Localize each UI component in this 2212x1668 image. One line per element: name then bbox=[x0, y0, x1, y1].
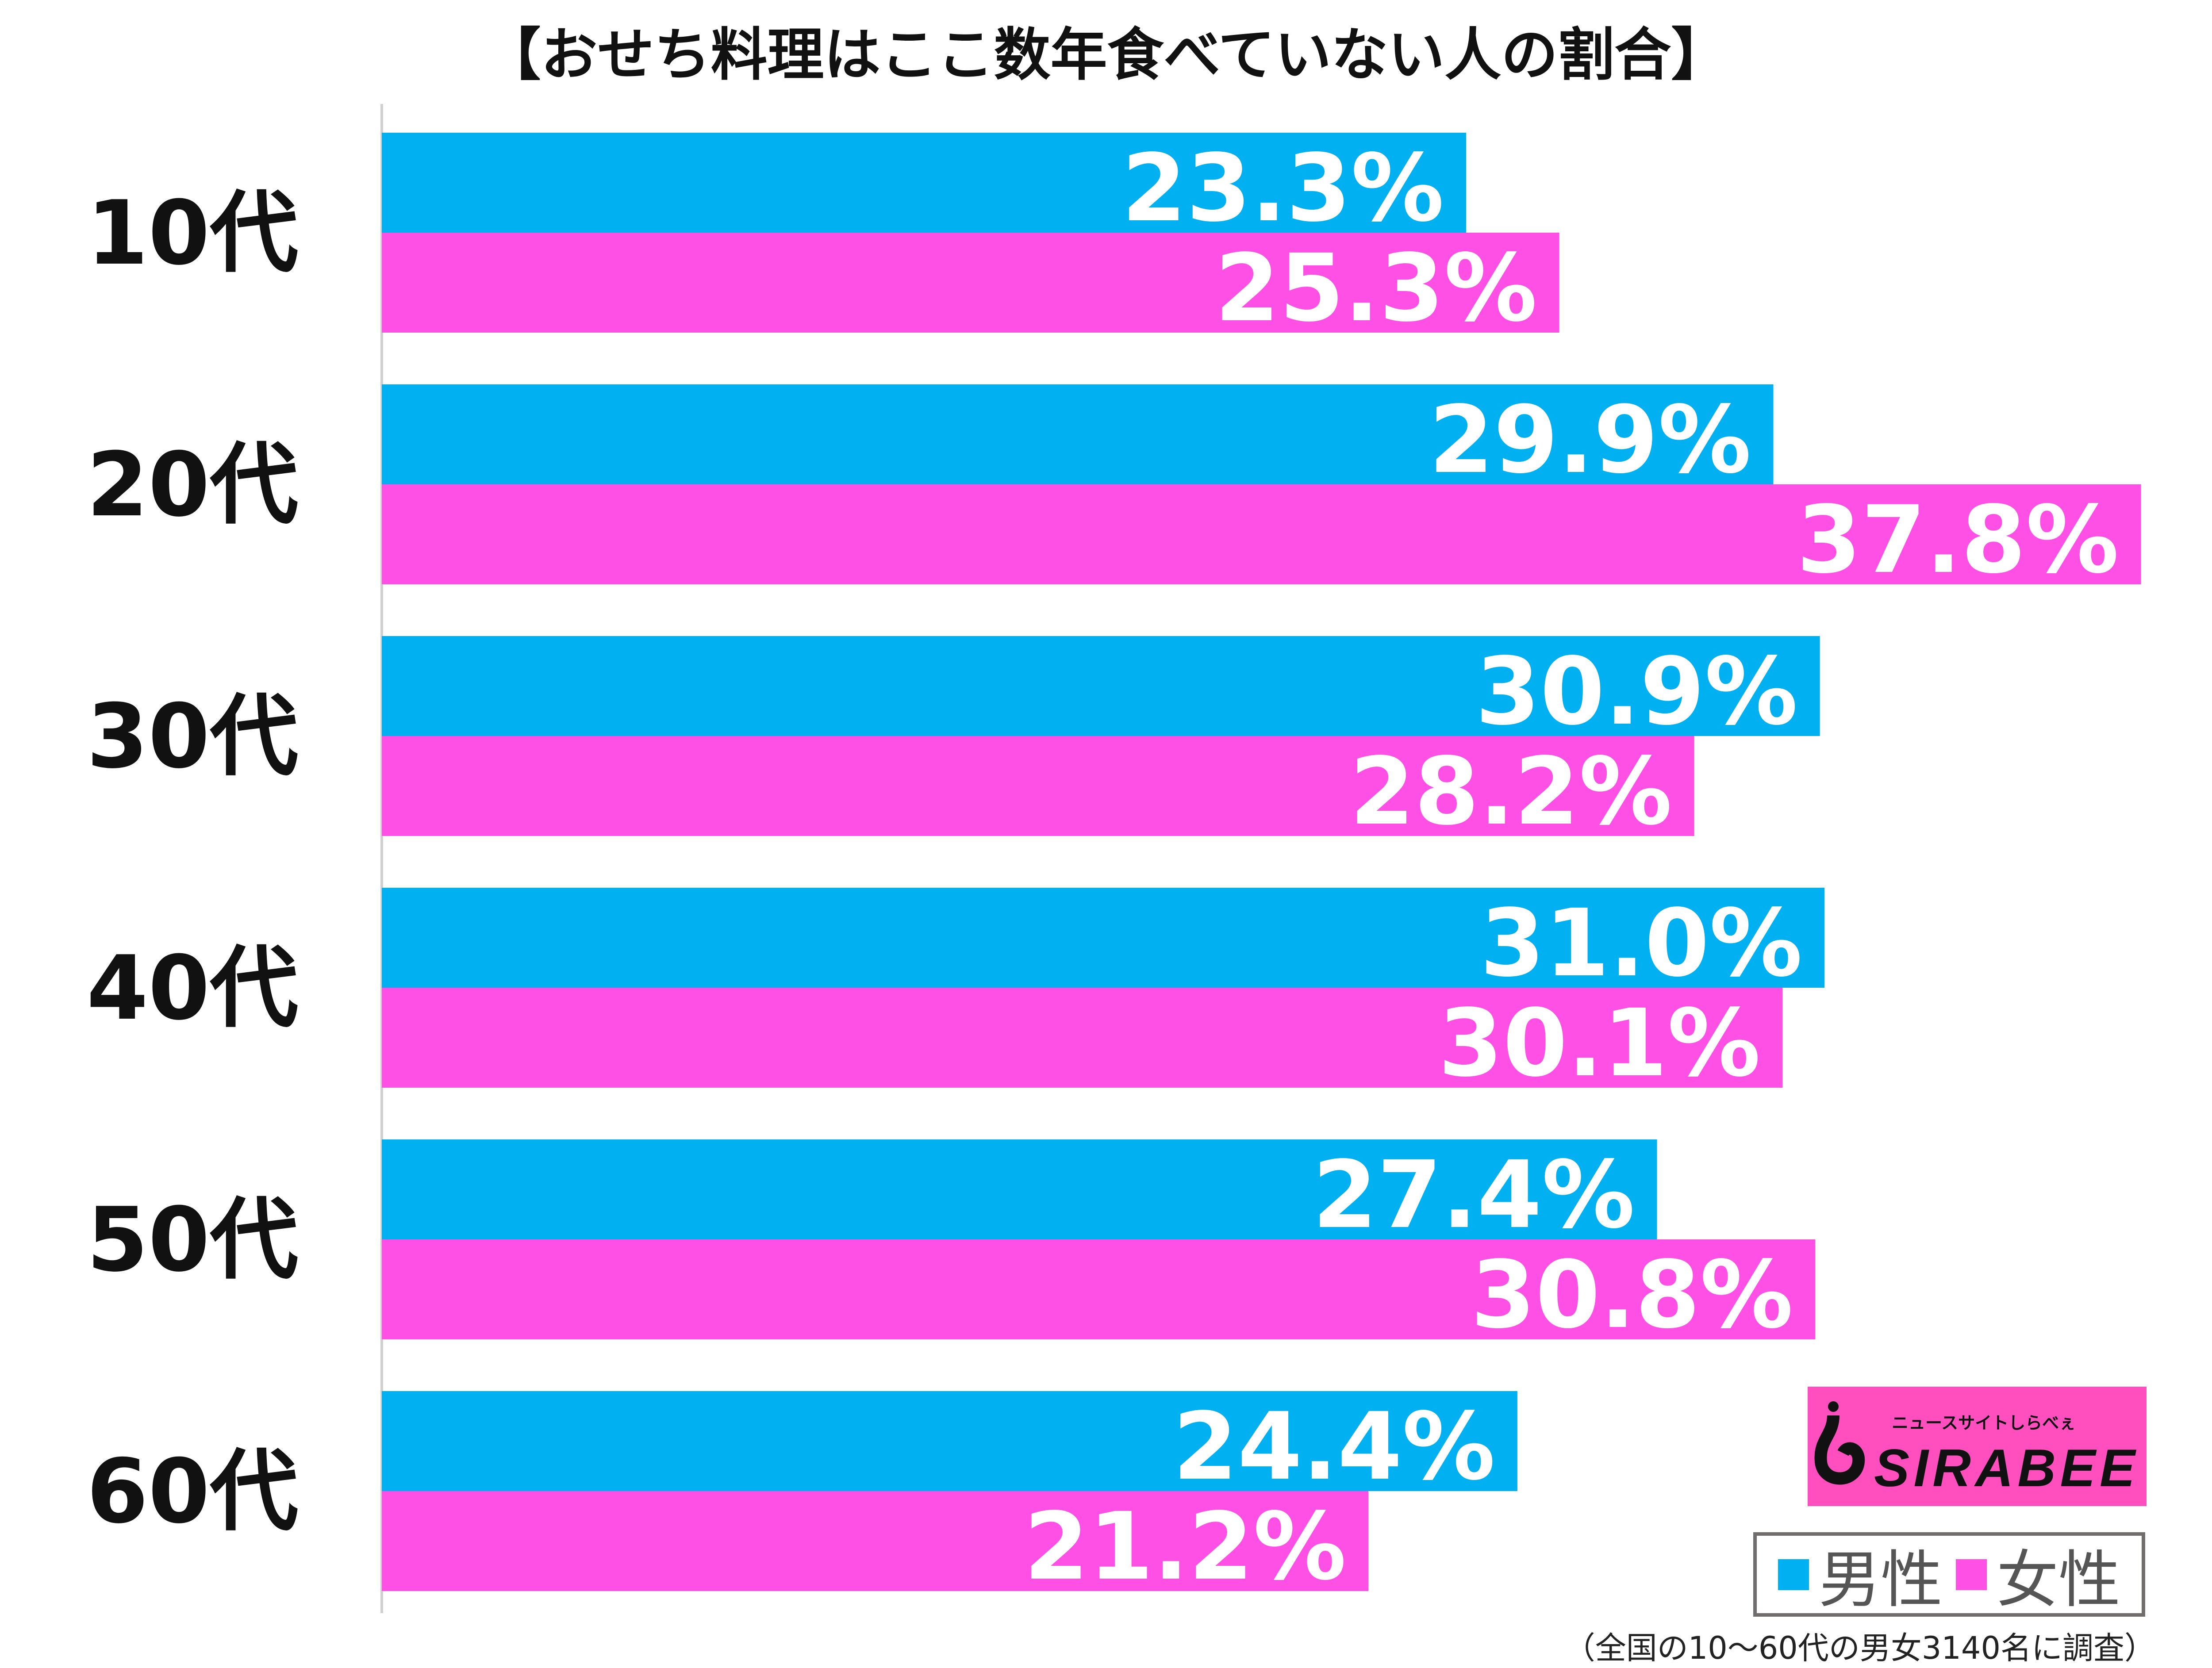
bar-female bbox=[382, 736, 1694, 836]
sirabee-logo: SIRABEE ニュースサイトしらべぇ bbox=[1808, 1387, 2147, 1506]
bar-male bbox=[382, 1391, 1517, 1491]
data-label: 30.1% bbox=[1438, 989, 1761, 1097]
bar-male bbox=[382, 888, 1825, 988]
legend: 男性 女性 bbox=[1753, 1532, 2145, 1617]
bar-female bbox=[382, 988, 1783, 1088]
data-label: 21.2% bbox=[1024, 1492, 1347, 1601]
bar-male bbox=[382, 636, 1820, 736]
svg-text:ニュースサイトしらべぇ: ニュースサイトしらべぇ bbox=[1892, 1413, 2076, 1433]
data-label: 28.2% bbox=[1350, 737, 1672, 846]
data-label: 30.8% bbox=[1471, 1241, 1793, 1349]
bar-female bbox=[382, 484, 2141, 584]
legend-swatch-female bbox=[1956, 1559, 1987, 1590]
bar-female bbox=[382, 233, 1559, 333]
svg-text:SIRABEE: SIRABEE bbox=[1874, 1438, 2137, 1498]
category-label: 30代 bbox=[87, 685, 298, 788]
data-label: 25.3% bbox=[1215, 234, 1537, 342]
legend-label: 男性 bbox=[1818, 1544, 1943, 1616]
data-label: 24.4% bbox=[1173, 1392, 1495, 1501]
legend-swatch-male bbox=[1778, 1559, 1809, 1590]
footnote: （全国の10〜60代の男女3140名に調査） bbox=[1564, 1630, 2155, 1666]
data-label: 27.4% bbox=[1313, 1141, 1635, 1249]
bar-female bbox=[382, 1239, 1816, 1339]
category-label: 60代 bbox=[87, 1440, 298, 1543]
legend-item-female: 女性 bbox=[1956, 1530, 2120, 1619]
chart-title: 【おせち料理はここ数年食べていない人の割合】 bbox=[484, 22, 1728, 88]
data-label: 30.9% bbox=[1475, 637, 1798, 746]
bar-male bbox=[382, 384, 1774, 484]
data-label: 37.8% bbox=[1797, 486, 2119, 594]
bar-male bbox=[382, 1139, 1657, 1239]
category-label: 40代 bbox=[87, 937, 298, 1040]
category-label: 10代 bbox=[87, 182, 298, 285]
category-label: 20代 bbox=[87, 433, 298, 537]
data-label: 29.9% bbox=[1429, 386, 1751, 494]
legend-label: 女性 bbox=[1997, 1544, 2121, 1616]
category-label: 50代 bbox=[87, 1189, 298, 1292]
data-label: 31.0% bbox=[1480, 889, 1803, 997]
legend-item-male: 男性 bbox=[1778, 1530, 1943, 1619]
bar-female bbox=[382, 1491, 1369, 1591]
data-label: 23.3% bbox=[1122, 134, 1444, 242]
bar-male bbox=[382, 133, 1467, 233]
